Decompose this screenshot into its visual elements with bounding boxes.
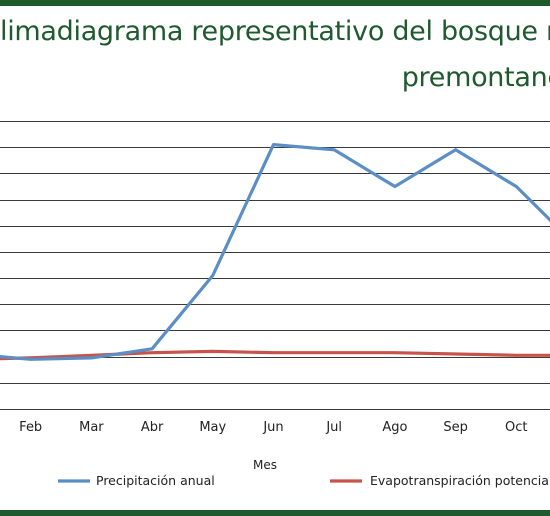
- x-tick-label: Feb: [19, 420, 42, 435]
- x-tick-label: Oct: [505, 420, 527, 435]
- x-tick-label: Sep: [443, 420, 468, 435]
- x-tick-label: Ago: [382, 420, 407, 435]
- series-line-evapotranspiración-potencial: [0, 349, 550, 361]
- x-tick-labels: Feb Mar Abr May Jun Jul Ago Sep Oct: [19, 420, 527, 435]
- legend-label: Evapotranspiración potencial: [370, 473, 550, 488]
- x-tick-label: May: [199, 420, 226, 435]
- series-line-precipitación-anual: [0, 143, 550, 361]
- x-tick-label: Jul: [325, 420, 342, 435]
- x-tick-label: Mar: [79, 420, 104, 435]
- series-lines: [0, 143, 550, 361]
- chart-title-line-2: premontanc: [401, 62, 550, 93]
- chart-title-line-1: limadiagrama representativo del bosque m…: [0, 16, 550, 47]
- x-axis-title: Mes: [253, 458, 277, 472]
- top-border-band: [0, 0, 550, 6]
- gridlines: [0, 121, 550, 410]
- x-tick-label: Abr: [141, 420, 164, 435]
- legend-label: Precipitación anual: [96, 473, 215, 488]
- x-tick-label: Jun: [262, 420, 283, 435]
- bottom-border-band: [0, 510, 550, 516]
- legend: Precipitación anual Evapotranspiración po…: [58, 473, 550, 488]
